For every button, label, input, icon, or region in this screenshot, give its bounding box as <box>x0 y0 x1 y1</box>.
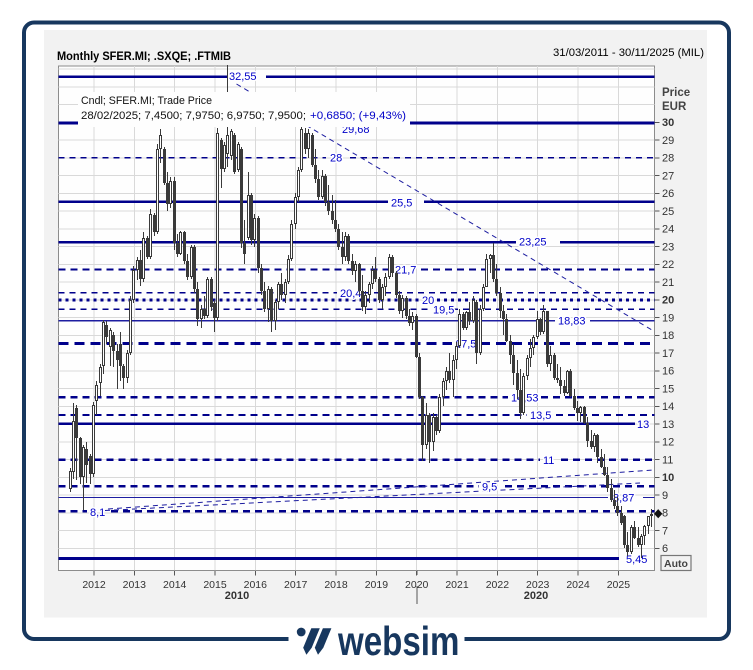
svg-text:2018: 2018 <box>324 579 348 591</box>
svg-text:25: 25 <box>662 206 674 218</box>
svg-text:11: 11 <box>662 454 673 466</box>
svg-text:13: 13 <box>637 419 649 431</box>
svg-text:28/02/2025; 7,4500; 7,9750; 6,: 28/02/2025; 7,4500; 7,9750; 6,9750; 7,95… <box>81 110 306 122</box>
svg-text:8,1: 8,1 <box>90 507 105 519</box>
svg-text:10: 10 <box>662 472 674 484</box>
svg-text:websim: websim <box>337 618 459 664</box>
svg-text:21: 21 <box>662 277 674 289</box>
svg-text:23: 23 <box>662 241 674 253</box>
svg-text:20,4: 20,4 <box>340 288 361 300</box>
svg-text:19: 19 <box>662 312 674 324</box>
svg-text:18: 18 <box>662 330 674 342</box>
svg-text:28: 28 <box>330 153 342 165</box>
svg-text:18,83: 18,83 <box>558 316 586 328</box>
svg-text:20: 20 <box>662 295 674 307</box>
svg-text:31/03/2011 - 30/11/2025 (MIL): 31/03/2011 - 30/11/2025 (MIL) <box>553 47 704 59</box>
svg-text:Monthly SFER.MI; .SXQE; .FTMIB: Monthly SFER.MI; .SXQE; .FTMIB <box>57 51 231 63</box>
svg-text:19,5: 19,5 <box>433 304 454 316</box>
svg-text:9: 9 <box>662 490 668 502</box>
svg-text:2012: 2012 <box>82 579 106 591</box>
svg-text:2021: 2021 <box>445 579 469 591</box>
svg-text:17: 17 <box>662 348 674 360</box>
svg-text:13: 13 <box>662 419 674 431</box>
svg-text:2024: 2024 <box>566 579 590 591</box>
svg-text:32,55: 32,55 <box>229 71 257 83</box>
svg-text:2020: 2020 <box>524 590 548 602</box>
svg-text:2015: 2015 <box>203 579 227 591</box>
svg-text:2013: 2013 <box>123 579 147 591</box>
svg-text:6: 6 <box>662 543 668 555</box>
svg-text:EUR: EUR <box>662 101 687 113</box>
svg-text:26: 26 <box>662 188 674 200</box>
svg-text:25,5: 25,5 <box>391 198 412 210</box>
svg-text:Price: Price <box>662 87 690 99</box>
svg-text:2023: 2023 <box>526 579 550 591</box>
svg-text:2025: 2025 <box>607 579 631 591</box>
svg-text:5,45: 5,45 <box>626 554 647 566</box>
svg-text:14: 14 <box>662 401 674 413</box>
svg-text:20: 20 <box>422 295 434 307</box>
svg-text:13,5: 13,5 <box>530 410 551 422</box>
svg-text:8: 8 <box>662 508 668 520</box>
svg-text:24: 24 <box>662 224 674 236</box>
svg-text:11: 11 <box>543 455 554 467</box>
svg-text:29: 29 <box>662 135 674 147</box>
svg-text:Cndl; SFER.MI; Trade Price: Cndl; SFER.MI; Trade Price <box>81 95 212 107</box>
svg-text:23,25: 23,25 <box>519 237 547 249</box>
svg-text:2016: 2016 <box>244 579 268 591</box>
svg-text:8,87: 8,87 <box>613 492 634 504</box>
svg-text:22: 22 <box>662 259 674 271</box>
svg-text:7: 7 <box>662 525 668 537</box>
svg-text:2017: 2017 <box>284 579 308 591</box>
svg-text:2020: 2020 <box>405 579 429 591</box>
svg-text:2014: 2014 <box>163 579 187 591</box>
svg-text:15: 15 <box>662 383 674 395</box>
svg-text:28: 28 <box>662 153 674 165</box>
svg-text:Auto: Auto <box>664 558 688 570</box>
svg-text:16: 16 <box>662 366 674 378</box>
svg-text:+0,6850; (+9,43%): +0,6850; (+9,43%) <box>310 110 406 122</box>
svg-text:2010: 2010 <box>225 590 249 602</box>
svg-text:30: 30 <box>662 117 674 129</box>
svg-text:27: 27 <box>662 170 674 182</box>
svg-text:2022: 2022 <box>486 579 510 591</box>
svg-text:2019: 2019 <box>365 579 389 591</box>
svg-text:9,5: 9,5 <box>482 482 497 494</box>
svg-text:21,7: 21,7 <box>395 265 416 277</box>
svg-text:12: 12 <box>662 437 674 449</box>
